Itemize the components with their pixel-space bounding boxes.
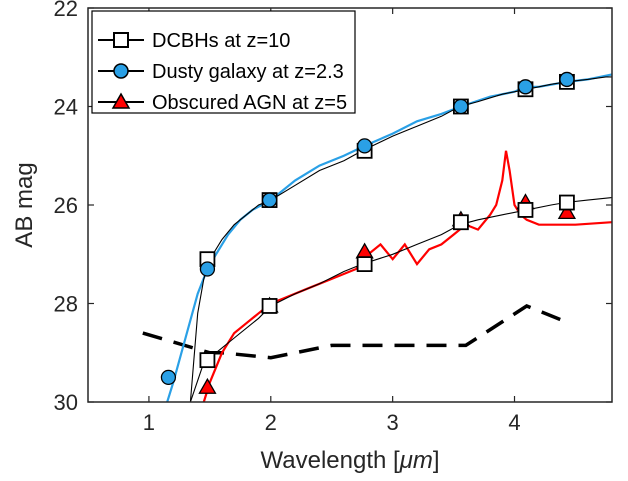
legend-entry-dcbh: DCBHs at z=10 xyxy=(98,30,290,52)
x-tick-label: 4 xyxy=(508,410,520,435)
x-axis-title: Wavelength [μm] xyxy=(261,447,440,474)
legend-entry-dusty: Dusty galaxy at z=2.3 xyxy=(98,61,344,83)
legend-label-dcbh: DCBHs at z=10 xyxy=(152,30,290,52)
sensitivity-line xyxy=(142,304,570,360)
dusty-galaxy-marker xyxy=(559,71,575,88)
y-tick-label: 30 xyxy=(54,390,78,415)
y-tick-label: 22 xyxy=(54,0,78,21)
dcbh-marker xyxy=(261,298,278,314)
dusty-galaxy-marker xyxy=(517,79,534,95)
agn-marker xyxy=(355,242,374,259)
dusty-galaxy-marker xyxy=(356,138,373,154)
legend-label-dusty: Dusty galaxy at z=2.3 xyxy=(152,61,344,83)
dcbh-marker xyxy=(199,352,216,369)
y-axis-title: AB mag xyxy=(11,162,38,247)
dusty-galaxy-marker xyxy=(199,261,216,277)
y-tick-label: 28 xyxy=(54,292,78,317)
dusty-galaxy-marker xyxy=(160,369,177,386)
dcbh-marker xyxy=(517,202,534,218)
legend-marker-circle xyxy=(113,63,129,79)
dcbh-marker xyxy=(452,214,469,231)
y-tick-label: 24 xyxy=(54,95,78,120)
x-tick-label: 1 xyxy=(143,410,155,435)
dcbh-line xyxy=(189,197,612,402)
legend: DCBHs at z=10 Dusty galaxy at z=2.3 Obsc… xyxy=(91,10,356,114)
legend-marker-triangle xyxy=(111,92,131,109)
x-tick-label: 2 xyxy=(265,410,277,435)
x-tick-label: 3 xyxy=(387,410,399,435)
dcbh-marker xyxy=(356,256,373,273)
dusty-galaxy-marker xyxy=(453,98,469,115)
dcbh-line xyxy=(189,76,612,402)
legend-entry-agn: Obscured AGN at z=5 xyxy=(98,92,347,114)
dusty-galaxy-marker xyxy=(261,192,278,208)
y-tick-label: 26 xyxy=(54,193,78,218)
dcbh-marker xyxy=(559,194,575,211)
legend-label-agn: Obscured AGN at z=5 xyxy=(152,92,347,114)
agn-line xyxy=(202,150,612,402)
legend-marker-square xyxy=(113,32,129,48)
legend-box xyxy=(91,10,356,114)
agn-marker xyxy=(557,203,577,220)
dusty-galaxy-line xyxy=(166,73,612,402)
agn-marker xyxy=(198,377,217,394)
